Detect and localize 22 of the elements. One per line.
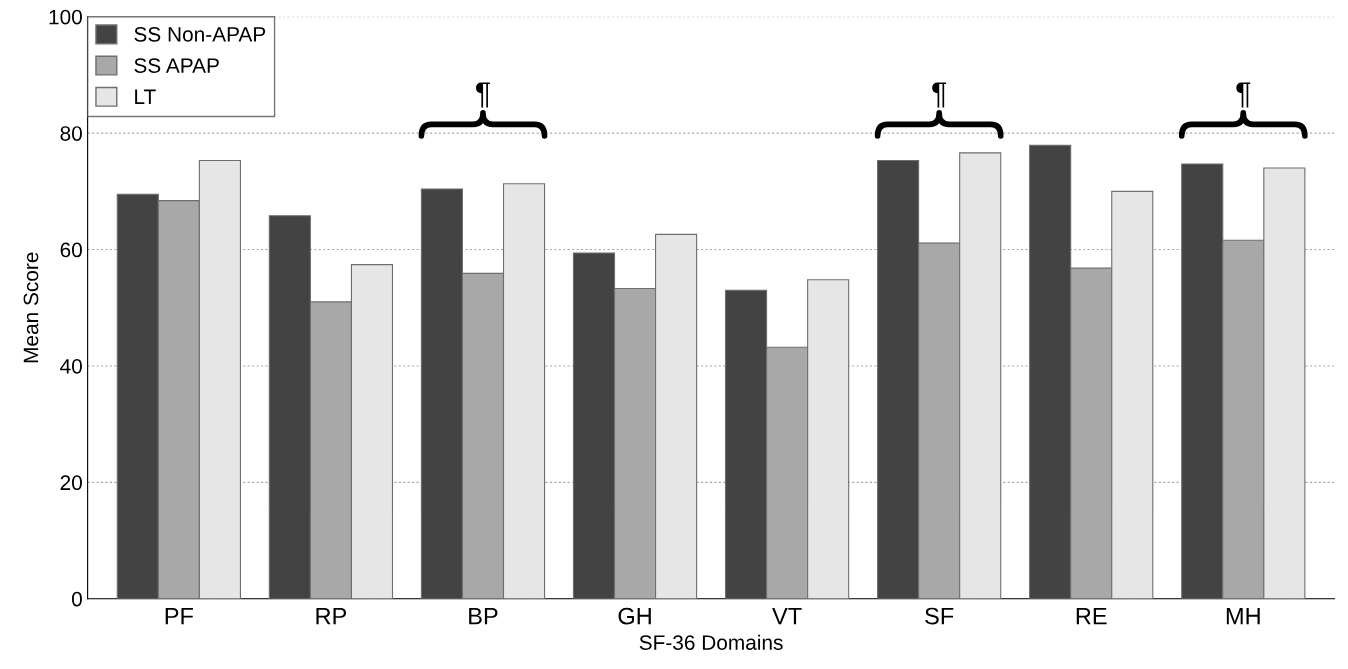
x-tick-label: SF bbox=[925, 607, 954, 625]
legend-label: LT bbox=[135, 89, 156, 104]
x-tick-label: MH bbox=[1226, 607, 1260, 625]
x-tick-label: RE bbox=[1076, 607, 1107, 625]
legend-label: SS Non-APAP bbox=[134, 26, 266, 42]
x-tick-label: PF bbox=[165, 607, 193, 625]
y-tick-label: 40 bbox=[60, 358, 82, 374]
x-tick-label: GH bbox=[618, 607, 651, 625]
annotation: ¶ bbox=[475, 82, 490, 108]
x-tick-label: RP bbox=[316, 607, 347, 625]
x-tick-label: BP bbox=[469, 607, 498, 625]
y-axis-title: Mean Score bbox=[23, 252, 39, 363]
annotation: ¶ bbox=[932, 82, 947, 108]
y-tick-label: 60 bbox=[60, 242, 82, 258]
y-tick-label: 20 bbox=[60, 475, 82, 491]
y-tick-label: 0 bbox=[71, 591, 82, 607]
y-tick-label: 100 bbox=[49, 9, 82, 25]
y-tick-label: 80 bbox=[60, 126, 82, 141]
legend-label: SS APAP bbox=[134, 58, 219, 73]
x-axis-title: SF-36 Domains bbox=[639, 634, 783, 650]
annotation: ¶ bbox=[1236, 82, 1251, 108]
x-tick-label: VT bbox=[772, 607, 802, 625]
